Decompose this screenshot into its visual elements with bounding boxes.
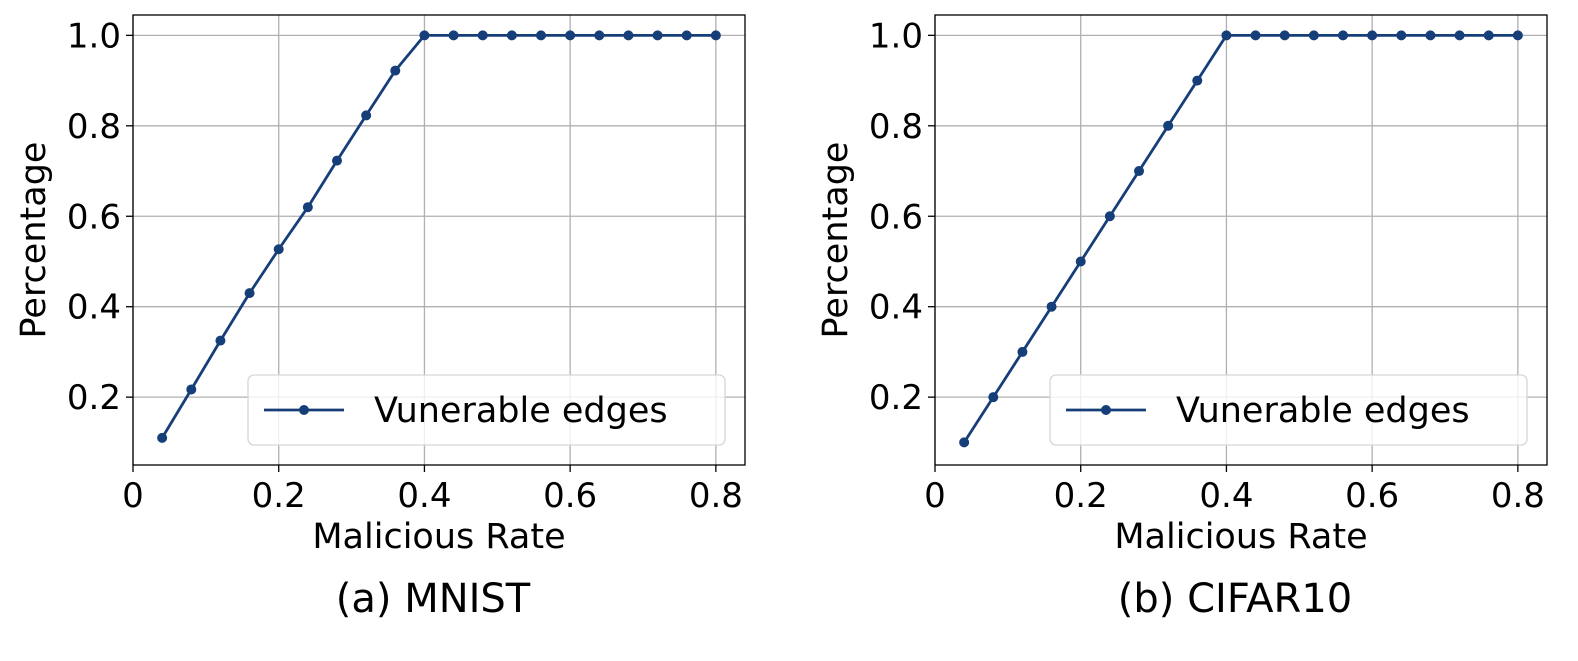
panel-a-data-point-4	[273, 244, 284, 255]
panel-b-x-tick-label-3: 0.6	[1345, 476, 1399, 516]
panel-b-data-point-9	[1221, 30, 1232, 41]
panel-a-data-point-12	[506, 30, 517, 41]
panel-a-y-tick-label-4: 1.0	[67, 16, 121, 56]
panel-a-data-point-16	[623, 30, 634, 41]
panel-a-axes-frame	[132, 14, 746, 466]
panel-b-y-tick-label-0: 0.2	[869, 378, 923, 418]
panel-a-data-point-15	[594, 30, 605, 41]
panel-b-data-point-1	[988, 392, 999, 403]
panel-a-data-point-17	[652, 30, 663, 41]
panel-b-data-point-12	[1308, 30, 1319, 41]
panel-a-data-point-1	[186, 384, 197, 395]
panel-a-data-point-18	[681, 30, 692, 41]
panel-b-data-point-5	[1104, 211, 1115, 222]
panel-a-y-tick-label-2: 0.6	[67, 197, 121, 237]
panel-b-data-point-18	[1483, 30, 1494, 41]
panel-a-data-point-2	[215, 335, 226, 346]
panel-b-data-point-11	[1279, 30, 1290, 41]
panel-b-data-point-0	[959, 437, 970, 448]
panel-a-data-point-13	[536, 30, 546, 41]
panel-b-data-point-3	[1046, 301, 1057, 312]
panel-a-y-axis-label: Percentage	[14, 142, 54, 339]
panel-a-data-point-19	[710, 30, 721, 41]
panel-b-data-point-14	[1367, 30, 1378, 41]
panel-b-data-point-19	[1512, 30, 1523, 41]
panel-a-x-tick-label-0: 0	[122, 476, 144, 516]
panel-b-y-tick-label-2: 0.6	[869, 197, 923, 237]
panel-b-legend-marker-0	[1101, 405, 1111, 415]
panel-a-y-tick-label-1: 0.4	[67, 288, 121, 328]
panel-b-data-point-2	[1017, 346, 1028, 357]
panel-a-data-point-3	[244, 288, 255, 299]
panel-b-x-tick-label-0: 0	[924, 476, 946, 516]
panel-b-legend: Vunerable edges	[1049, 374, 1528, 446]
panel-a-legend-label-0: Vunerable edges	[374, 391, 668, 431]
panel-a-y-tick-label-0: 0.2	[67, 378, 121, 418]
panel-a-data-point-0	[157, 432, 168, 443]
panel-b-data-point-4	[1075, 256, 1086, 267]
panel-b-x-axis-label: Malicious Rate	[1114, 517, 1367, 557]
panel-a-y-tick-label-3: 0.8	[67, 107, 121, 147]
panel-b-y-tick-label-1: 0.4	[869, 288, 923, 328]
panel-b-x-tick-label-2: 0.4	[1199, 476, 1253, 516]
panel-a-data-point-7	[361, 110, 372, 121]
panel-b-y-tick-label-4: 1.0	[869, 16, 923, 56]
panel-b-data-point-6	[1134, 166, 1144, 177]
panel-b-data-point-10	[1250, 30, 1261, 41]
panel-b-axes-frame	[934, 14, 1548, 466]
panel-a-data-point-8	[390, 65, 401, 76]
panel-a: 0 0.2 0.4 0.6 0.8 0.2 0.4 0.6 0.8 1.0 Vunerable ed…	[14, 14, 746, 622]
panel-a-x-tick-label-1: 0.2	[252, 476, 306, 516]
panel-b-data-point-7	[1163, 120, 1174, 131]
panel-a-data-point-14	[565, 30, 576, 41]
panel-b-y-axis-label: Percentage	[816, 142, 856, 339]
panel-b: 0 0.2 0.4 0.6 0.8 0.2 0.4 0.6 0.8 1.0 Vunerable ed…	[816, 14, 1548, 622]
panel-a-x-axis-label: Malicious Rate	[312, 517, 565, 557]
panel-a-legend-box	[247, 374, 726, 446]
panel-b-caption: (b) CIFAR10	[1118, 576, 1352, 622]
panel-b-legend-label-0: Vunerable edges	[1176, 391, 1470, 431]
panel-a-caption: (a) MNIST	[336, 576, 531, 622]
panel-a-legend: Vunerable edges	[247, 374, 726, 446]
panel-b-data-point-13	[1338, 30, 1348, 41]
panel-b-data-point-17	[1454, 30, 1465, 41]
panel-a-x-tick-label-4: 0.8	[689, 476, 743, 516]
panel-a-data-point-5	[302, 202, 313, 213]
panel-b-y-tick-label-3: 0.8	[869, 107, 923, 147]
panel-a-x-tick-label-2: 0.4	[397, 476, 451, 516]
panel-b-legend-box	[1049, 374, 1528, 446]
panel-b-x-tick-label-4: 0.8	[1491, 476, 1545, 516]
panel-a-data-point-11	[477, 30, 488, 41]
panel-b-data-point-8	[1192, 75, 1203, 86]
panel-a-data-point-6	[332, 155, 342, 166]
panel-a-data-point-10	[448, 30, 459, 41]
panel-b-data-point-16	[1425, 30, 1436, 41]
panel-a-x-tick-label-3: 0.6	[543, 476, 597, 516]
panel-b-data-point-15	[1396, 30, 1407, 41]
panel-b-x-tick-label-1: 0.2	[1054, 476, 1108, 516]
panel-a-data-point-9	[419, 30, 430, 41]
panel-a-legend-marker-0	[299, 405, 309, 415]
